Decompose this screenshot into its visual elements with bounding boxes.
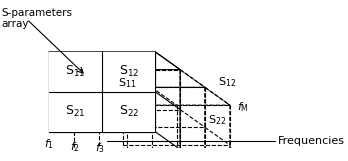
Text: $\mathrm{S}_{22}$: $\mathrm{S}_{22}$ [208, 113, 227, 127]
Text: $f_3$: $f_3$ [95, 142, 105, 155]
Text: $f_2$: $f_2$ [70, 140, 80, 154]
Text: $\mathrm{S_{12}}$: $\mathrm{S_{12}}$ [119, 64, 139, 79]
Text: $\mathrm{S}_{12}$: $\mathrm{S}_{12}$ [218, 75, 236, 89]
Text: $\mathrm{S_{22}}$: $\mathrm{S_{22}}$ [119, 104, 139, 119]
Text: S-parameters
array: S-parameters array [2, 8, 73, 29]
Text: $f_\mathrm{M}$: $f_\mathrm{M}$ [237, 100, 249, 114]
Text: Frequencies: Frequencies [278, 136, 345, 146]
Text: $\mathrm{S_{21}}$: $\mathrm{S_{21}}$ [65, 104, 86, 119]
Text: $f_1$: $f_1$ [44, 137, 54, 151]
Polygon shape [49, 52, 155, 132]
Text: $\mathrm{S_{11}}$: $\mathrm{S_{11}}$ [65, 64, 86, 79]
Text: $\mathrm{S}_{11}$: $\mathrm{S}_{11}$ [118, 76, 136, 90]
